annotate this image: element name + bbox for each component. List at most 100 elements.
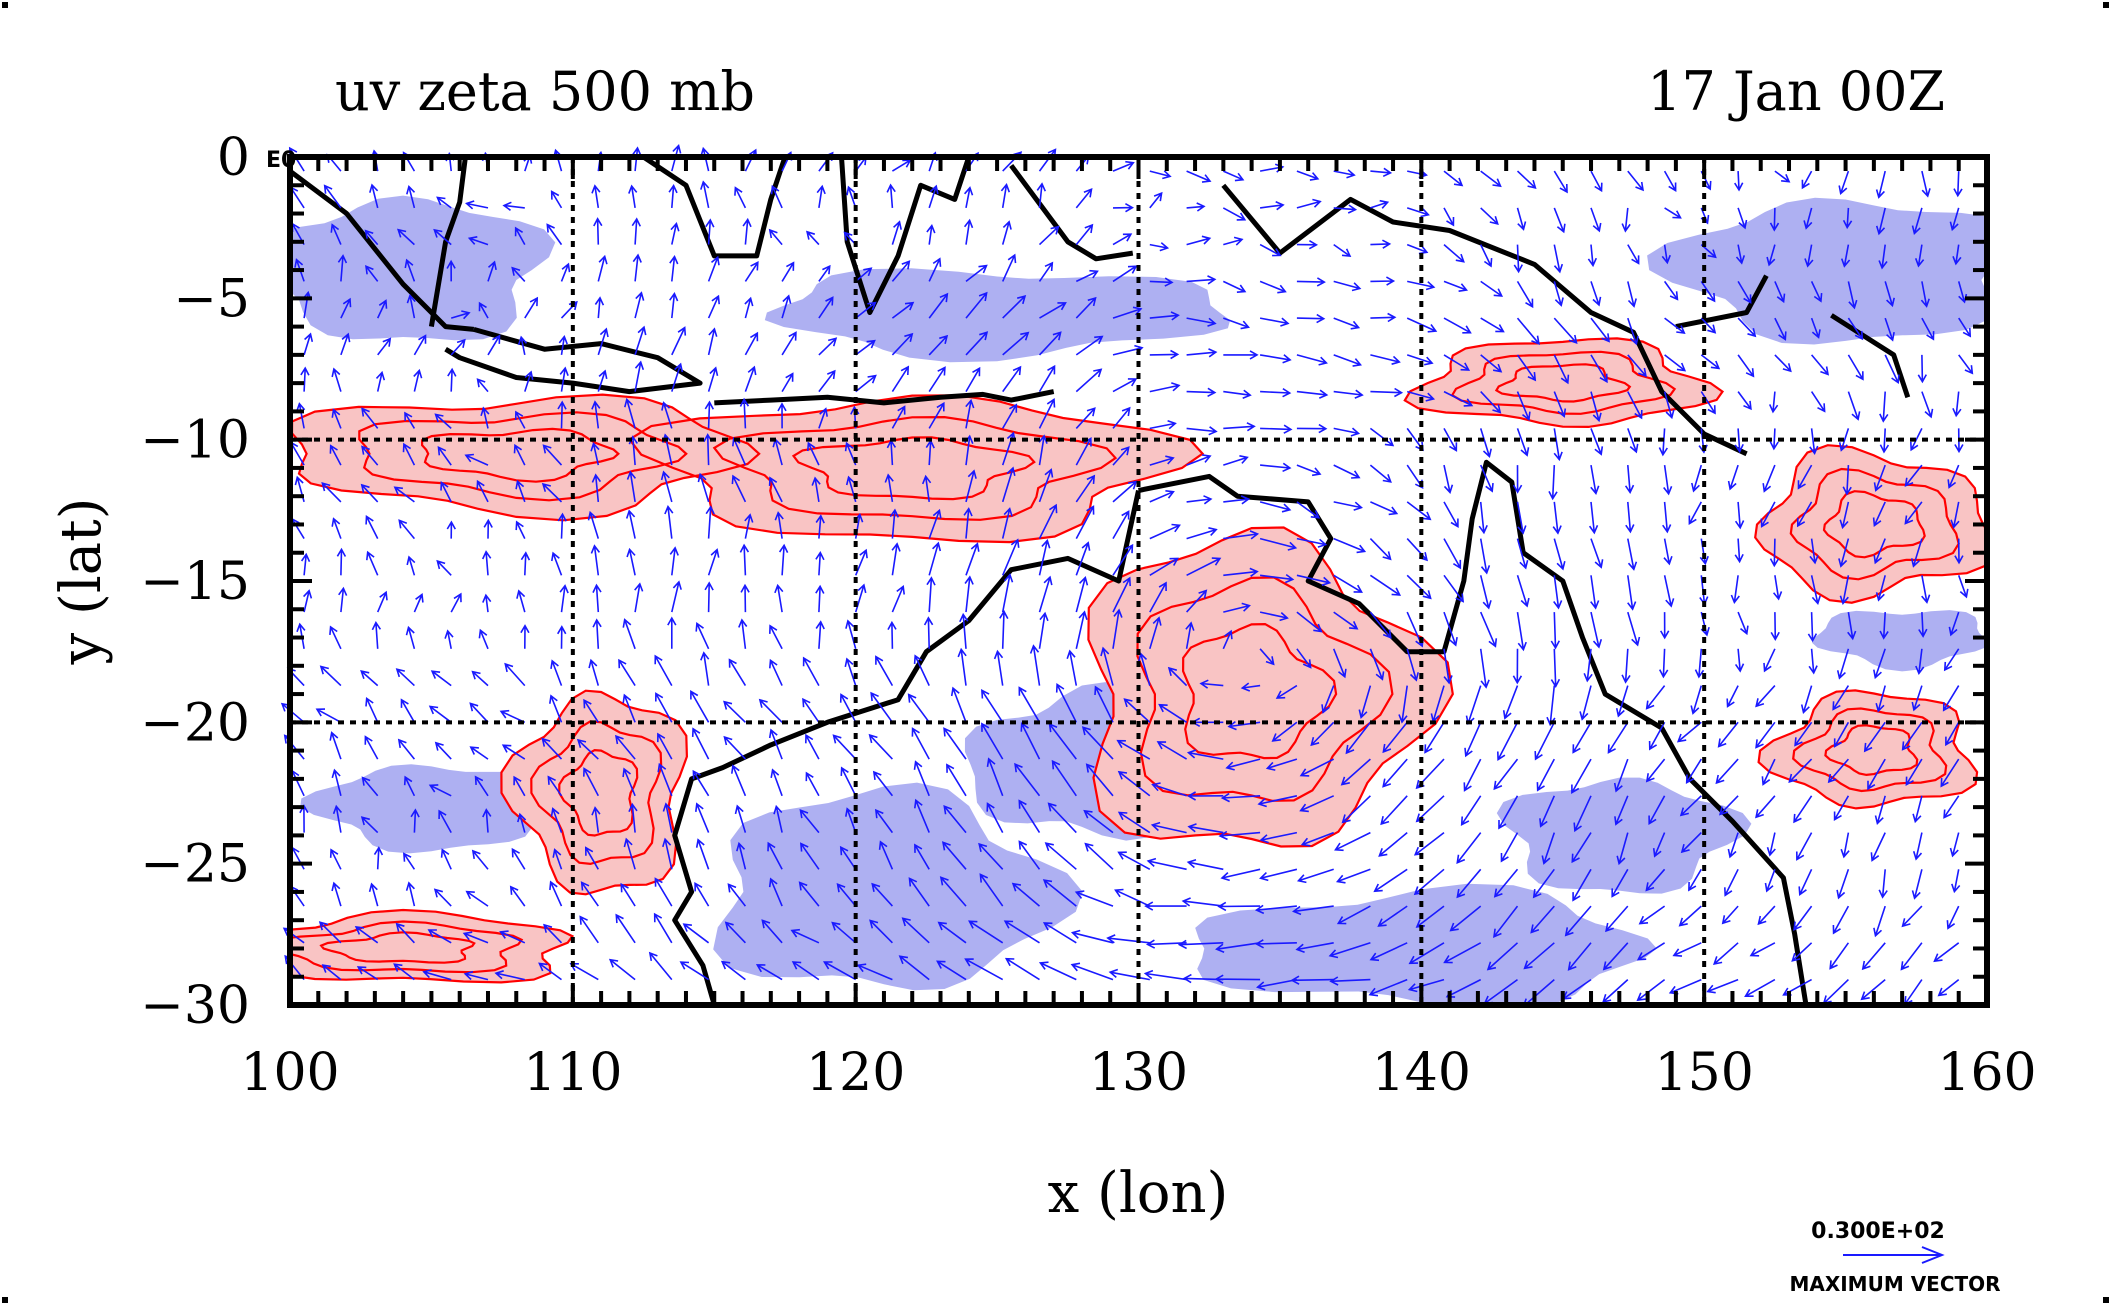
wind-vector	[303, 589, 313, 613]
wind-vector	[580, 881, 599, 907]
wind-vector	[1875, 575, 1886, 602]
wind-vector	[668, 183, 678, 208]
wind-vector	[1480, 280, 1504, 297]
wind-vector	[1904, 501, 1923, 525]
wind-vector	[1734, 648, 1745, 673]
wind-vector	[1627, 611, 1641, 647]
wind-vector	[332, 804, 343, 833]
wind-vector	[1809, 538, 1819, 565]
wind-vector	[406, 555, 416, 576]
wind-vector	[704, 581, 714, 613]
wind-vector	[1760, 501, 1776, 528]
wind-vector	[1260, 424, 1293, 434]
wind-vector	[338, 586, 348, 613]
wind-vector	[542, 444, 563, 466]
wind-vector	[405, 625, 416, 650]
wind-vector	[1480, 170, 1502, 188]
wind-vector	[1369, 611, 1392, 639]
wind-vector	[1335, 868, 1371, 884]
wind-vector	[1333, 537, 1367, 554]
wind-vector	[1791, 942, 1813, 962]
corner-dot-tl	[2, 2, 8, 8]
wind-vector	[731, 474, 747, 503]
wind-vector	[891, 365, 910, 393]
positive-vorticity-region	[290, 910, 573, 983]
wind-vector	[1329, 976, 1371, 986]
wind-vector	[1112, 480, 1138, 503]
wind-vector	[1018, 799, 1041, 834]
wind-vector	[1478, 501, 1488, 535]
wind-vector	[1406, 501, 1432, 521]
wind-vector	[1112, 160, 1135, 172]
wind-vector	[622, 767, 636, 797]
wind-vector	[1443, 170, 1464, 187]
wind-vector	[1937, 978, 1960, 997]
wind-vector	[1943, 795, 1960, 819]
wind-vector	[1259, 501, 1292, 513]
wind-vector	[1958, 317, 1972, 338]
wind-vector	[950, 686, 967, 723]
wind-vector	[1648, 795, 1666, 826]
wind-vector	[360, 670, 379, 687]
wind-vector	[740, 583, 750, 613]
wind-vector	[559, 366, 569, 392]
wind-vector	[957, 647, 967, 686]
wind-vector	[413, 334, 427, 356]
wind-vector	[1011, 882, 1041, 907]
corner-dot-br	[2103, 1297, 2109, 1303]
wind-vector	[1676, 721, 1702, 743]
wind-vector	[1443, 648, 1453, 685]
wind-vector	[1804, 244, 1814, 268]
wind-vector	[1590, 464, 1600, 495]
wind-vector	[1464, 721, 1482, 758]
wind-vector	[1406, 243, 1429, 255]
wind-vector	[1762, 464, 1776, 493]
negative-vorticity-region	[1812, 610, 1987, 672]
wind-vector	[365, 514, 379, 539]
wind-vector	[632, 253, 642, 282]
wind-vector	[1860, 978, 1886, 1001]
wind-vector	[724, 921, 746, 944]
wind-vector	[1295, 942, 1334, 953]
wind-vector	[845, 619, 857, 650]
wind-vector	[1663, 391, 1675, 420]
wind-vector	[1627, 170, 1645, 192]
wind-vector	[1516, 428, 1530, 457]
wind-vector	[1590, 538, 1604, 569]
wind-vector	[1138, 652, 1151, 686]
wind-vector	[815, 514, 825, 539]
wind-vector	[1947, 464, 1960, 489]
wind-vector	[1020, 722, 1041, 760]
wind-vector	[707, 548, 720, 576]
wind-vector	[465, 890, 489, 907]
positive-vorticity-contour	[627, 394, 1205, 544]
wind-vector	[1260, 462, 1292, 473]
wind-vector	[1870, 832, 1886, 862]
wind-vector	[480, 406, 490, 429]
wind-vector	[1588, 501, 1599, 535]
wind-vector	[965, 542, 980, 576]
wind-vector	[1735, 244, 1746, 265]
wind-vector	[734, 186, 747, 209]
wind-vector	[1259, 280, 1287, 294]
wind-vector	[1406, 574, 1432, 600]
wind-vector	[323, 184, 342, 209]
wind-vector	[1721, 905, 1739, 925]
wind-vector	[1112, 608, 1123, 649]
wind-vector	[1084, 842, 1114, 870]
wind-vector	[1833, 721, 1850, 748]
wind-vector	[1590, 391, 1602, 423]
wind-vector	[1788, 758, 1813, 783]
wind-vector	[1516, 207, 1527, 231]
wind-vector	[1108, 968, 1150, 981]
wind-vector	[1904, 979, 1923, 1006]
wind-vector	[1070, 962, 1114, 981]
wind-vector	[871, 882, 893, 907]
wind-vector	[832, 734, 857, 760]
wind-vector	[1636, 978, 1666, 1002]
wind-vector	[1149, 490, 1175, 503]
wind-vector	[1808, 648, 1818, 675]
wind-vector	[1946, 905, 1960, 930]
wind-vector	[1663, 280, 1679, 301]
wind-vector	[1144, 901, 1187, 911]
